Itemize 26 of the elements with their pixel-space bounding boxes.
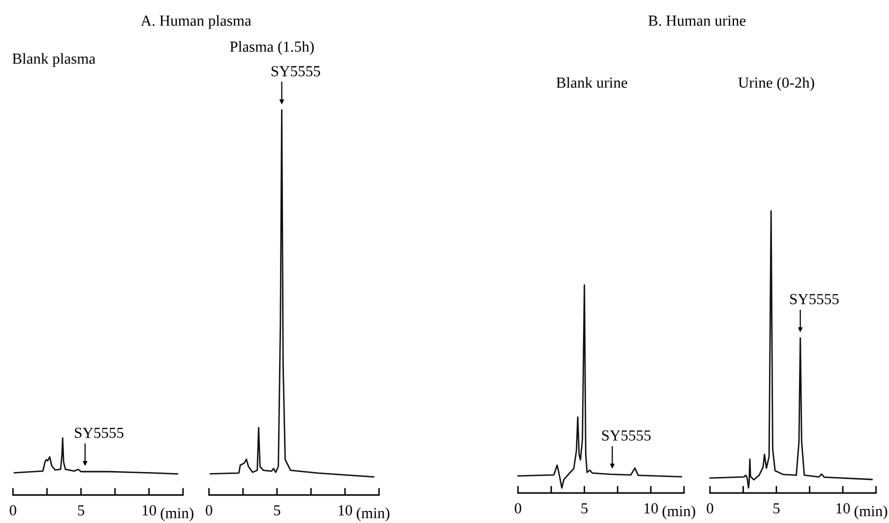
annotation: SY5555	[272, 66, 320, 76]
chart-subtitle: Urine (0-2h)	[738, 77, 814, 91]
annotation: SY5555	[74, 428, 124, 438]
x-tick-label: 5	[773, 503, 780, 514]
chart-subtitle: Blank urine	[556, 77, 628, 88]
x-tick-label: 0	[10, 505, 16, 516]
x-axis-title: (min)	[662, 506, 696, 520]
x-tick-label: 10	[338, 505, 352, 516]
x-tick-label: 5	[274, 505, 280, 516]
x-tick-label: 0	[206, 505, 212, 516]
chart-title: B. Human urine	[648, 16, 746, 26]
x-tick-label: 0	[706, 503, 714, 514]
x-axis-title: (min)	[854, 506, 888, 520]
x-tick-label: 10	[142, 505, 156, 516]
x-axis-title: (min)	[160, 508, 194, 522]
chart-subtitle: Blank plasma	[12, 53, 96, 67]
x-tick-label: 5	[581, 503, 588, 514]
x-tick-label: 10	[836, 503, 850, 514]
x-axis-title: (min)	[356, 508, 390, 522]
x-tick-label: 0	[514, 503, 522, 514]
chart-title: A. Human plasma	[140, 15, 252, 29]
x-tick-label: 10	[644, 503, 658, 514]
x-tick-label: 5	[78, 505, 84, 516]
annotation: SY5555	[602, 430, 651, 441]
chart-subtitle: Plasma (1.5h)	[230, 41, 314, 55]
annotation: SY5555	[790, 294, 839, 304]
